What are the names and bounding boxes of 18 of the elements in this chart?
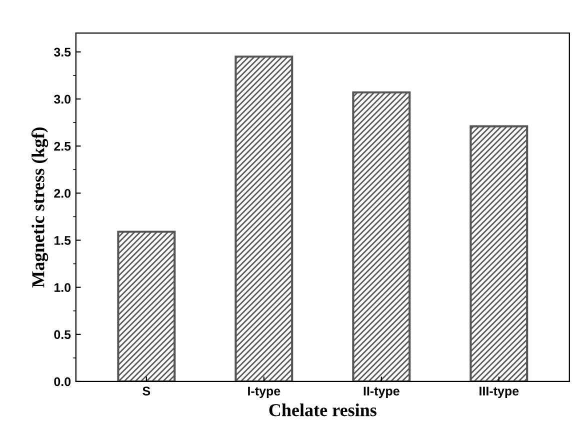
y-tick-label: 2.5 [54, 142, 71, 151]
y-tick-label: 0.5 [54, 330, 71, 340]
y-tick-label: 1.5 [54, 236, 71, 245]
x-axis-title: Chelate resins [269, 404, 376, 416]
y-tick-label: 1.0 [54, 283, 71, 292]
bar [352, 91, 411, 382]
y-tick-label: 0.0 [54, 377, 71, 386]
bar [470, 125, 528, 382]
x-tick-label: III-type [480, 386, 519, 398]
bar [234, 56, 294, 382]
y-tick-label: 2.0 [54, 188, 71, 198]
y-tick-label: 3.0 [54, 94, 71, 104]
x-tick-label: II-type [364, 386, 400, 398]
bar [117, 230, 176, 382]
y-axis-title: Magnetic stress (kgf) [31, 127, 48, 288]
x-tick-label: S [142, 386, 150, 396]
x-tick-label: I-type [248, 386, 280, 398]
y-tick-label: 3.5 [54, 48, 71, 57]
